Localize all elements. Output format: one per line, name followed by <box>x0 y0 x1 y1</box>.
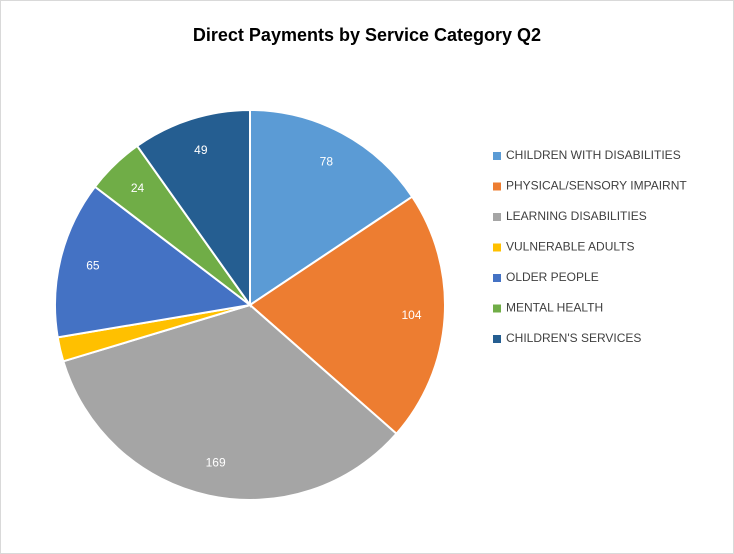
legend-swatch <box>493 304 501 313</box>
legend-swatch <box>493 182 501 191</box>
legend-swatch <box>493 274 501 282</box>
legend-swatch <box>493 243 501 252</box>
legend-label: MENTAL HEALTH <box>506 301 603 315</box>
legend-label: CHILDREN WITH DISABILITIES <box>506 148 681 162</box>
data-label: 49 <box>194 143 208 157</box>
chart-title: Direct Payments by Service Category Q2 <box>193 25 541 45</box>
pie-slice <box>62 303 398 501</box>
legend-swatch <box>493 152 501 160</box>
legend-label: OLDER PEOPLE <box>506 270 599 284</box>
legend-label: VULNERABLE ADULTS <box>506 240 635 254</box>
legend-label: PHYSICAL/SENSORY IMPAIRNT <box>506 179 687 193</box>
data-label: 169 <box>206 455 226 469</box>
pie-slice <box>249 108 414 307</box>
legend-swatch <box>493 335 501 343</box>
data-label: 78 <box>320 154 334 168</box>
pie-slice <box>54 185 253 339</box>
data-label: 104 <box>401 308 421 322</box>
legend-label: LEARNING DISABILITIES <box>506 209 647 223</box>
legend-label: CHILDREN'S SERVICES <box>506 331 641 345</box>
data-label: 24 <box>131 181 145 195</box>
legend-swatch <box>493 213 501 221</box>
pie-slice <box>248 195 446 436</box>
data-label: 65 <box>86 258 100 272</box>
pie-slice <box>135 108 251 309</box>
